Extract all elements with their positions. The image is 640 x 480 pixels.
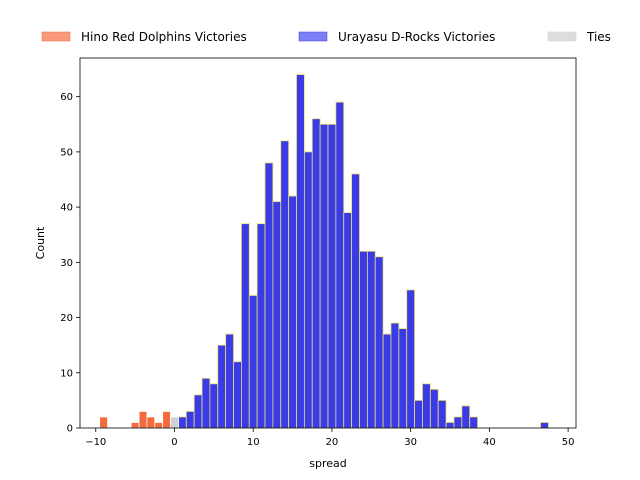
- bar-1-21: [343, 212, 353, 429]
- bar-1-1: [185, 411, 195, 429]
- bar-1-9: [248, 295, 258, 429]
- bar-1-36: [461, 405, 471, 429]
- y-tick-label-0: 0: [67, 424, 73, 435]
- bar-0-0: [99, 416, 108, 429]
- bar-0-3: [146, 416, 156, 429]
- bar-1-28: [398, 328, 408, 429]
- y-axis-ticks: 0 10 20 30 40 50 60: [60, 92, 80, 435]
- y-tick-label-2: 20: [60, 313, 73, 324]
- bar-1-38: [540, 422, 549, 429]
- bar-1-34: [445, 422, 455, 429]
- bar-1-17: [311, 118, 321, 429]
- y-tick-label-1: 10: [60, 368, 73, 379]
- legend-swatch-2: [547, 31, 577, 42]
- bar-1-2: [193, 394, 203, 429]
- bar-1-29: [406, 289, 416, 429]
- x-tick-label-0: −10: [85, 437, 106, 448]
- plot-frame: [79, 57, 577, 429]
- x-tick-label-6: 50: [562, 437, 575, 448]
- y-tick-label-4: 40: [60, 203, 73, 214]
- bar-1-8: [240, 223, 250, 429]
- bars: [99, 74, 549, 429]
- bar-1-11: [264, 162, 274, 429]
- y-tick-label-6: 60: [60, 92, 73, 103]
- bar-1-20: [335, 101, 345, 429]
- bar-1-35: [453, 416, 463, 429]
- bar-1-32: [429, 388, 439, 429]
- bar-0-5: [162, 411, 171, 429]
- legend-label-0: Hino Red Dolphins Victories: [81, 30, 247, 44]
- bar-1-12: [272, 201, 282, 429]
- legend-swatch-1: [298, 31, 328, 42]
- x-tick-label-4: 30: [404, 437, 417, 448]
- bar-1-27: [390, 322, 400, 429]
- bar-1-30: [414, 399, 423, 429]
- x-tick-label-2: 10: [247, 437, 260, 448]
- bar-0-1: [130, 422, 140, 429]
- x-axis-ticks: −10 0 10 20 30 40 50: [85, 428, 574, 448]
- bar-1-14: [288, 195, 297, 429]
- bar-1-26: [382, 333, 392, 429]
- legend-label-1: Urayasu D-Rocks Victories: [338, 30, 495, 44]
- bar-1-23: [359, 250, 368, 429]
- bar-1-3: [201, 377, 211, 429]
- bar-1-5: [217, 344, 227, 429]
- x-tick-label-3: 20: [326, 437, 339, 448]
- bar-1-37: [469, 416, 478, 429]
- bar-1-33: [437, 399, 447, 429]
- bar-1-19: [327, 123, 337, 429]
- bar-2-0: [170, 416, 179, 429]
- bar-1-6: [225, 333, 234, 429]
- y-tick-label-5: 50: [60, 147, 73, 158]
- y-axis-label: Count: [34, 226, 47, 259]
- legend-label-2: Ties: [586, 30, 611, 44]
- bar-1-10: [256, 223, 266, 429]
- x-tick-label-5: 40: [483, 437, 496, 448]
- bar-1-15: [296, 74, 305, 429]
- bar-0-2: [138, 411, 148, 429]
- bar-1-13: [280, 140, 290, 429]
- bar-1-16: [303, 151, 313, 429]
- bar-1-4: [209, 383, 219, 429]
- legend-swatch-0: [41, 31, 71, 42]
- x-tick-label-1: 0: [171, 437, 177, 448]
- x-axis-label: spread: [309, 457, 347, 470]
- bar-1-18: [319, 123, 329, 429]
- legend: Hino Red Dolphins Victories Urayasu D-Roc…: [41, 30, 611, 44]
- bar-0-4: [154, 422, 164, 429]
- bar-1-7: [233, 361, 242, 429]
- bar-1-0: [178, 416, 187, 429]
- bar-1-25: [374, 256, 384, 429]
- bar-1-31: [422, 383, 431, 429]
- y-tick-label-3: 30: [60, 258, 73, 269]
- bar-1-22: [351, 173, 360, 429]
- bar-1-24: [366, 250, 376, 429]
